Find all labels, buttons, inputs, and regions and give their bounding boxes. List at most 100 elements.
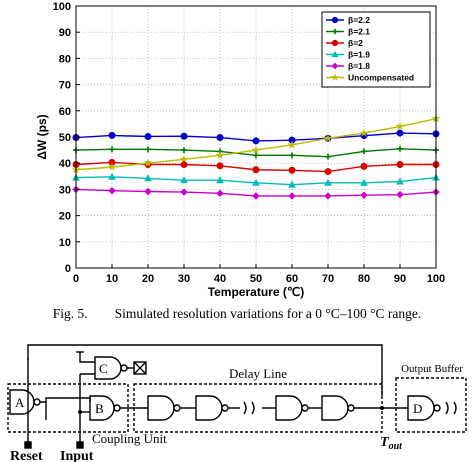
delay-gate-2 [195,395,223,421]
series-2 [72,158,440,176]
legend-box [321,11,431,88]
marker [251,145,261,155]
x-tick-label: 80 [358,273,370,285]
data-point [323,133,333,143]
data-point [216,189,224,198]
y-tick-label: 60 [59,106,71,118]
delay-line-label: Delay Line [229,366,287,381]
legend-entry: β=1.9 [326,50,370,60]
marker [360,178,368,186]
data-point [180,161,188,169]
y-tick-label: 20 [59,211,71,223]
marker [145,146,151,153]
marker [396,161,404,169]
data-point [360,191,368,199]
marker [180,176,188,184]
series-0 [72,129,440,145]
data-point [324,178,332,186]
marker [360,191,368,199]
legend-entry: β=2.2 [326,15,370,25]
tick-labels: 0 10 20 30 40 50 60 70 80 90 100 0 10 20 30 40 50 60 70 80 9… [53,1,446,285]
marker [108,131,116,139]
y-tick-label: 30 [59,184,71,196]
marker [288,166,296,174]
marker [252,192,260,200]
data-point [360,178,368,186]
marker [216,176,224,184]
data-point [107,162,117,172]
data-point [253,152,259,159]
data-point [215,150,225,160]
circuit-diagram: A B C D Delay Line Output Buffer Couplin… [7,344,467,462]
legend-entry: β=2 [326,38,363,48]
data-point [216,176,224,184]
marker [108,187,116,195]
data-point [361,148,367,155]
marker [331,39,339,47]
marker [144,174,152,182]
legend-entry: β=1.8 [326,61,370,71]
legend-label: β=1.9 [348,50,370,60]
y-tick-label: 70 [59,80,71,92]
data-point [180,176,188,184]
marker [252,166,260,174]
marker [181,147,187,154]
y-tick-label: 100 [53,1,71,13]
marker [324,168,332,176]
data-point [396,161,404,169]
y-tick-label: 40 [59,158,71,170]
marker [143,158,153,168]
gate-d-bubble [433,404,441,412]
marker [324,178,332,186]
marker [215,150,225,160]
gate-b-label: B [95,401,104,416]
marker [331,50,339,58]
legend-entry: Uncompensated [326,73,414,83]
marker [360,162,368,170]
marker [332,28,338,35]
load-box-cross [133,361,147,375]
data-point [181,147,187,154]
gate-c-label: C [99,361,108,376]
marker [180,161,188,169]
delay-gate-4 [321,395,349,421]
output-buffer-label: Output Buffer [401,363,463,375]
marker [216,189,224,198]
legend-label: Uncompensated [348,73,414,83]
gate-a-bubble [33,398,41,406]
marker [361,148,367,155]
feedback-wire [27,344,383,420]
y-tick-label: 50 [59,132,71,144]
marker [396,129,404,137]
x-tick-label: 30 [178,273,190,285]
delay-gate-2-bubble [221,404,229,412]
marker [216,134,224,142]
marker [109,146,115,153]
series-4 [72,185,440,200]
data-point [396,190,404,199]
x-tick-label: 100 [427,273,445,285]
data-point [108,187,116,195]
data-point [360,162,368,170]
marker [396,190,404,199]
data-point [216,162,224,170]
data-point [396,129,404,137]
gate-a-label: A [15,395,25,410]
x-tick-label: 50 [250,273,262,285]
data-point [109,146,115,153]
marker [325,153,331,160]
gate-c-bubble [120,364,128,372]
gate-a-out-wire [40,397,91,403]
marker [324,192,332,200]
marker [179,154,189,164]
data-point [395,121,405,131]
legend-label: β=2 [348,38,363,48]
marker [252,137,260,145]
marker [330,72,340,82]
data-point [288,192,296,200]
data-point [324,192,332,200]
data-point [145,146,151,153]
legend-entry: β=2.1 [326,27,370,37]
load-box [133,361,147,375]
y-tick-label: 10 [59,237,71,249]
